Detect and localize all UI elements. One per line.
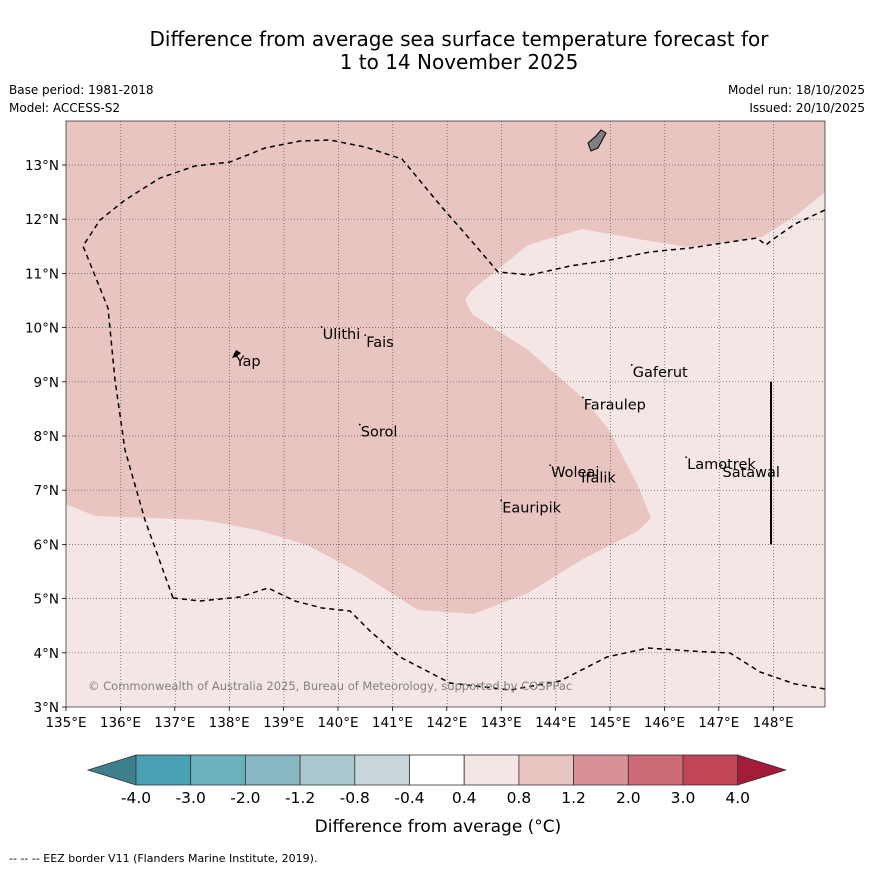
colorbar-segment [682, 754, 739, 786]
lon-tick-label: 137°E [154, 715, 195, 731]
place-marker [581, 396, 584, 399]
lat-tick-label: 6°N [34, 537, 59, 553]
model-run: Model run: 18/10/2025 [727, 83, 865, 97]
colorbar-segment [244, 754, 301, 786]
longitude-axis: 135°E 136°E 137°E 138°E 139°E 140°E 141°E 142°E… [45, 707, 794, 731]
colorbar-tick-label: -3.0 [176, 789, 206, 807]
colorbar-segment [135, 754, 192, 786]
lat-tick-label: 4°N [34, 646, 59, 662]
colorbar-segment [409, 754, 465, 786]
base-period: Base period: 1981-2018 [9, 83, 154, 97]
colorbar-tick-label: 0.8 [507, 789, 532, 807]
colorbar-tick-label: 0.4 [452, 789, 477, 807]
lon-tick-label: 140°E [317, 715, 358, 731]
place-marker [500, 499, 503, 502]
latitude-axis: 3°N 4°N 5°N 6°N 7°N 8°N 9°N 10°N 11°N 12°N 13°N [25, 158, 66, 716]
lon-tick-label: 144°E [535, 715, 576, 731]
place-label: Yap [235, 354, 261, 370]
colorbar-tick-label: -4.0 [121, 789, 151, 807]
colorbar-tick-label: -0.4 [394, 789, 424, 807]
colorbar-label: Difference from average (°C) [315, 817, 562, 837]
place-label: Fais [366, 335, 393, 351]
title-line-1: Difference from average sea surface temp… [149, 27, 769, 51]
lat-tick-label: 5°N [34, 592, 59, 608]
colorbar-extend-low [86, 754, 137, 786]
place-marker [233, 353, 236, 356]
place-marker [320, 326, 323, 328]
place-marker [630, 364, 633, 366]
map-area: Yap Ulithi Fais Sorol Gaferut Faraulep WoleaiI… [66, 121, 825, 707]
lat-tick-label: 11°N [25, 266, 59, 282]
meta-left: Base period: 1981-2018 Model: ACCESS-S2 [9, 81, 154, 117]
eez-footnote: -- -- -- EEZ border V11 (Flanders Marine… [9, 852, 318, 865]
colorbar-tick-label: -1.2 [285, 789, 315, 807]
anomaly-region-0p8-1p2 [66, 121, 825, 614]
lon-tick-label: 141°E [372, 715, 413, 731]
colorbar-segment [573, 754, 629, 786]
copyright-notice: © Commonwealth of Australia 2025, Bureau… [88, 679, 572, 693]
lat-tick-label: 7°N [34, 483, 59, 499]
place-marker [364, 334, 367, 337]
place-marker [720, 464, 723, 467]
lat-tick-label: 12°N [25, 212, 59, 228]
colorbar-segment [299, 754, 356, 786]
colorbar-extend-high [737, 754, 788, 786]
lon-tick-label: 142°E [426, 715, 467, 731]
title-line-2: 1 to 14 November 2025 [339, 50, 579, 74]
lon-tick-label: 139°E [263, 715, 304, 731]
place-marker [685, 456, 688, 458]
colorbar-tick-label: -0.8 [340, 789, 370, 807]
place-marker [358, 423, 361, 426]
place-marker [579, 469, 581, 472]
lon-tick-label: 135°E [45, 715, 86, 731]
place-label: Satawal [723, 465, 780, 481]
place-marker [549, 464, 552, 467]
lat-tick-label: 13°N [25, 158, 59, 174]
meta-right: Model run: 18/10/2025 Issued: 20/10/2025 [728, 81, 865, 117]
place-label: Eauripik [502, 500, 561, 516]
lat-tick-label: 8°N [34, 429, 59, 445]
colorbar-segment [627, 754, 684, 786]
guam-island [587, 129, 607, 152]
lon-tick-label: 147°E [698, 715, 739, 731]
lon-tick-label: 145°E [589, 715, 630, 731]
place-label: Ifalik [581, 471, 616, 487]
colorbar-tick-label: -2.0 [230, 789, 260, 807]
lon-tick-label: 148°E [753, 715, 794, 731]
model-name: Model: ACCESS-S2 [9, 101, 121, 115]
map-frame [65, 120, 826, 708]
lon-tick-label: 143°E [481, 715, 522, 731]
issued-date: Issued: 20/10/2025 [749, 101, 865, 115]
eez-border-west [82, 139, 825, 599]
colorbar-segment [354, 754, 410, 786]
chart-title: Difference from average sea surface temp… [0, 28, 873, 74]
lat-tick-label: 3°N [34, 700, 59, 716]
place-label: Gaferut [633, 365, 688, 381]
place-labels: Yap Ulithi Fais Sorol Gaferut Faraulep WoleaiI… [233, 326, 780, 516]
yap-island [232, 350, 241, 358]
eez-border [172, 587, 825, 691]
colorbar-tick-label: 1.2 [561, 789, 586, 807]
colorbar-tick-label: 3.0 [671, 789, 696, 807]
lat-tick-label: 9°N [34, 375, 59, 391]
place-label: Woleai [551, 465, 599, 481]
colorbar-segment [518, 754, 575, 786]
colorbar-segment [463, 754, 520, 786]
place-label: Ulithi [323, 327, 361, 343]
lon-tick-label: 138°E [209, 715, 250, 731]
lat-tick-label: 10°N [25, 321, 59, 337]
colorbar-tick-label: 4.0 [725, 789, 750, 807]
colorbar-tick-label: 2.0 [616, 789, 641, 807]
lon-tick-label: 146°E [644, 715, 685, 731]
colorbar-segment [190, 754, 246, 786]
lon-tick-label: 136°E [100, 715, 141, 731]
place-label: Faraulep [584, 397, 646, 413]
place-label: Sorol [361, 425, 398, 441]
gridlines [66, 121, 825, 707]
colorbar: -4.0 -3.0 -2.0 -1.2 -0.8 -0.4 0.4 0.8 1.2 2.0 3.0 4… [86, 754, 788, 807]
